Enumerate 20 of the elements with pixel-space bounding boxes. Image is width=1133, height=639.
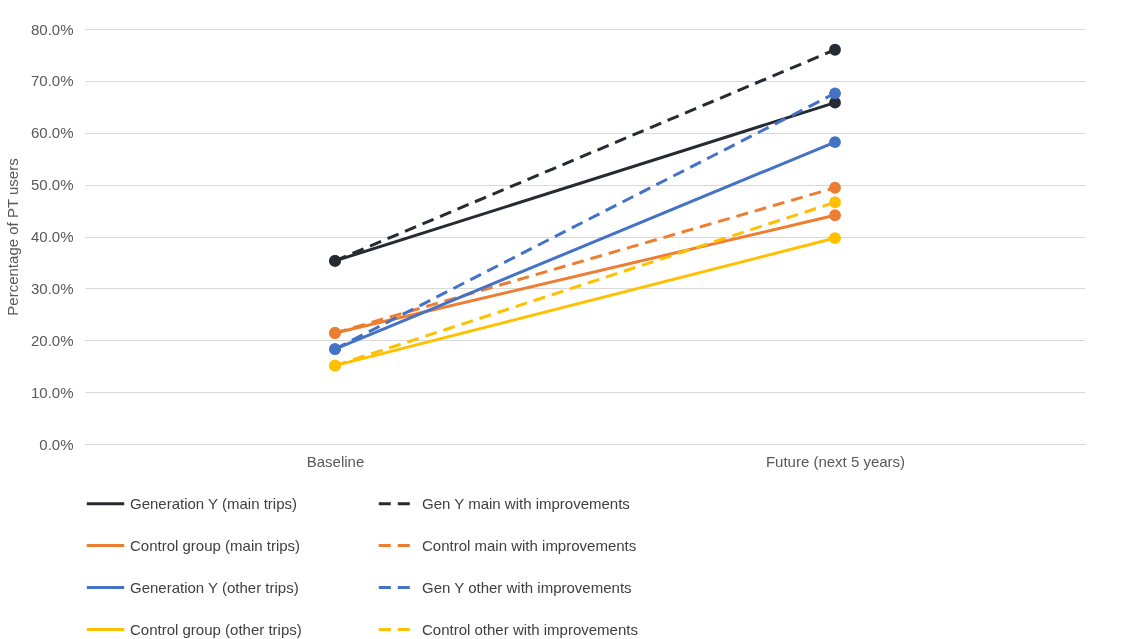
x-tick-label: Baseline (306, 452, 365, 470)
y-tick-label: 30.0% (30, 279, 74, 297)
legend-label: Generation Y (other trips) (130, 578, 299, 596)
y-axis-title: Percentage of PT users (3, 158, 21, 316)
y-tick-label: 80.0% (30, 20, 74, 38)
y-tick-label: 60.0% (30, 124, 74, 142)
x-tick-label: Future (next 5 years) (765, 452, 906, 470)
legend-label: Gen Y other with improvements (422, 578, 632, 596)
y-tick-label: 20.0% (30, 331, 74, 349)
legend-label: Control other with improvements (422, 620, 638, 638)
y-tick-label: 40.0% (30, 228, 74, 245)
y-tick-label: 10.0% (30, 383, 74, 401)
legend-label: Control main with improvements (422, 536, 637, 554)
legend-label: Control group (other trips) (130, 620, 302, 638)
legend-label: Control group (main trips) (130, 536, 301, 554)
y-tick-label: 50.0% (30, 176, 74, 194)
legend-label: Gen Y main with improvements (422, 494, 630, 512)
y-tick-label: 70.0% (30, 72, 74, 90)
y-tick-label: 0.0% (39, 435, 74, 453)
legend-label: Generation Y (main trips) (130, 494, 298, 512)
